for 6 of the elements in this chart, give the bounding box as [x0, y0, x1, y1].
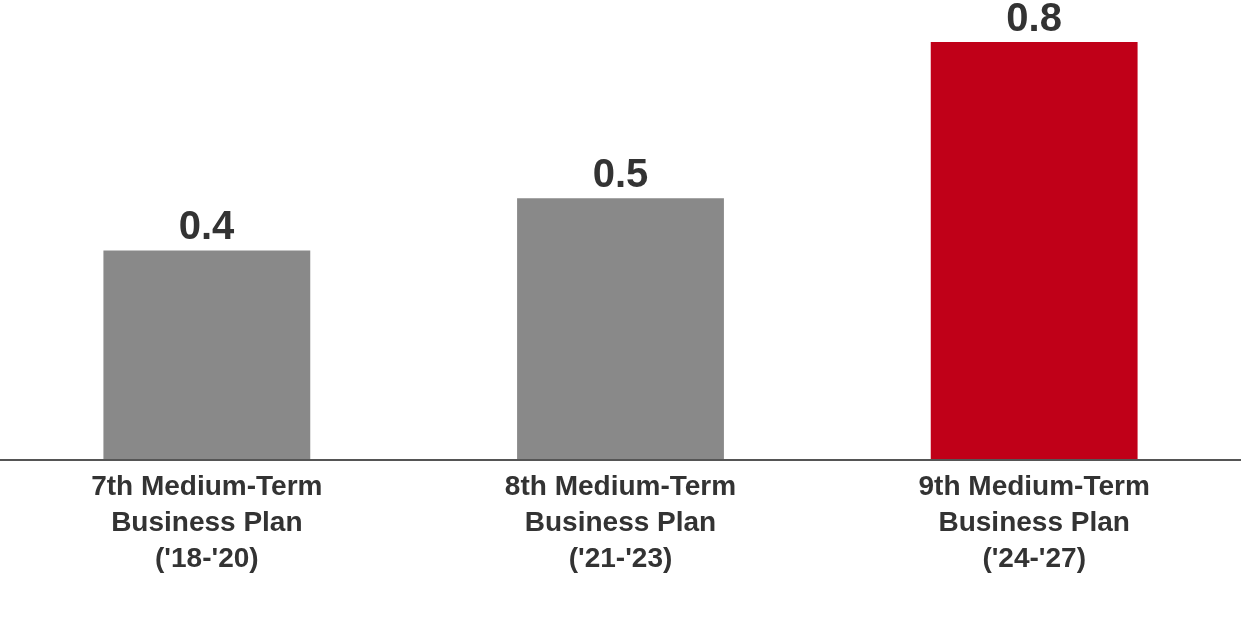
- x-tick-label: 8th Medium-Term Business Plan ('21-'23): [504, 469, 737, 574]
- data-label: 0.5: [592, 151, 649, 196]
- data-label: 0.8: [1006, 0, 1062, 39]
- x-tick-label: 7th Medium-Term Business Plan ('18-'20): [91, 469, 323, 574]
- x-tick-label: 9th Medium-Term Business Plan ('24-'27): [918, 469, 1150, 574]
- data-label: 0.4: [178, 203, 236, 248]
